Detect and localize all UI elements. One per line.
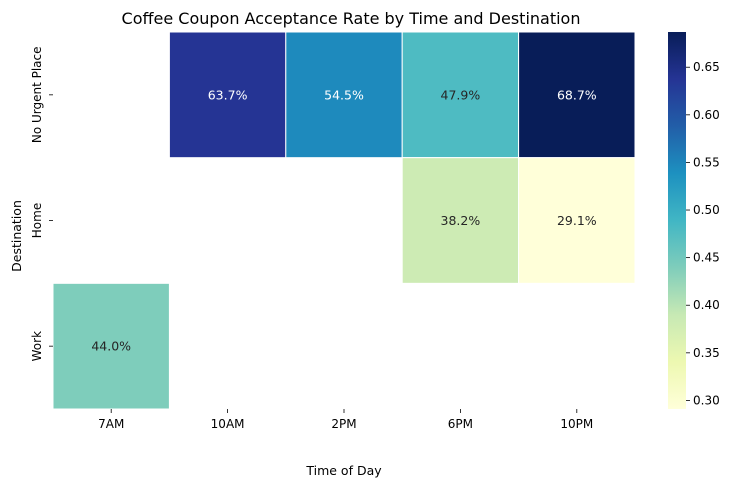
heatmap-cell: [401, 31, 520, 159]
x-tick-label: 6PM: [448, 417, 473, 431]
y-tick-label: Home: [30, 203, 44, 238]
heatmap-cell: [285, 31, 403, 159]
colorbar: [668, 32, 686, 409]
x-tick-label: 2PM: [331, 417, 356, 431]
cell-value-label: 38.2%: [441, 213, 481, 228]
y-tick-label: No Urgent Place: [30, 46, 44, 143]
cell-value-label: 54.5%: [324, 87, 364, 102]
heatmap-cell: [401, 157, 520, 284]
cell-value-label: 63.7%: [208, 87, 248, 102]
colorbar-tick-label: 0.65: [693, 60, 720, 74]
heatmap-cell: [168, 31, 287, 159]
x-tick-label: 10AM: [211, 417, 245, 431]
heatmap-cell: [518, 157, 636, 284]
cell-value-label: 47.9%: [441, 87, 481, 102]
x-axis-ticks: 7AM 10AM 2PM 6PM 10PM: [98, 409, 593, 431]
colorbar-tick-label: 0.30: [693, 393, 720, 407]
heatmap-cell: [518, 31, 636, 159]
colorbar-ticks: 0.30 0.35 0.40 0.45 0.50 0.55 0.60 0.65: [686, 60, 720, 407]
y-axis-label: Destination: [9, 200, 24, 272]
y-axis-ticks: No Urgent Place Home Work: [30, 46, 53, 361]
colorbar-tick-label: 0.35: [693, 346, 720, 360]
cell-value-label: 68.7%: [557, 87, 597, 102]
colorbar-tick-label: 0.50: [693, 203, 720, 217]
x-tick-label: 10PM: [560, 417, 593, 431]
y-tick-label: Work: [30, 331, 44, 361]
colorbar-tick-label: 0.40: [693, 298, 720, 312]
colorbar-tick-label: 0.45: [693, 251, 720, 265]
cell-value-label: 29.1%: [557, 213, 597, 228]
x-axis-label: Time of Day: [305, 463, 382, 478]
chart-title: Coffee Coupon Acceptance Rate by Time an…: [122, 9, 581, 28]
colorbar-tick-label: 0.55: [693, 155, 720, 169]
colorbar-tick-label: 0.60: [693, 108, 720, 122]
heatmap-cells: 63.7% 54.5% 47.9% 68.7% 38.2% 29.1% 44.0%: [52, 31, 636, 410]
x-tick-label: 7AM: [98, 417, 124, 431]
cell-value-label: 44.0%: [91, 339, 131, 354]
